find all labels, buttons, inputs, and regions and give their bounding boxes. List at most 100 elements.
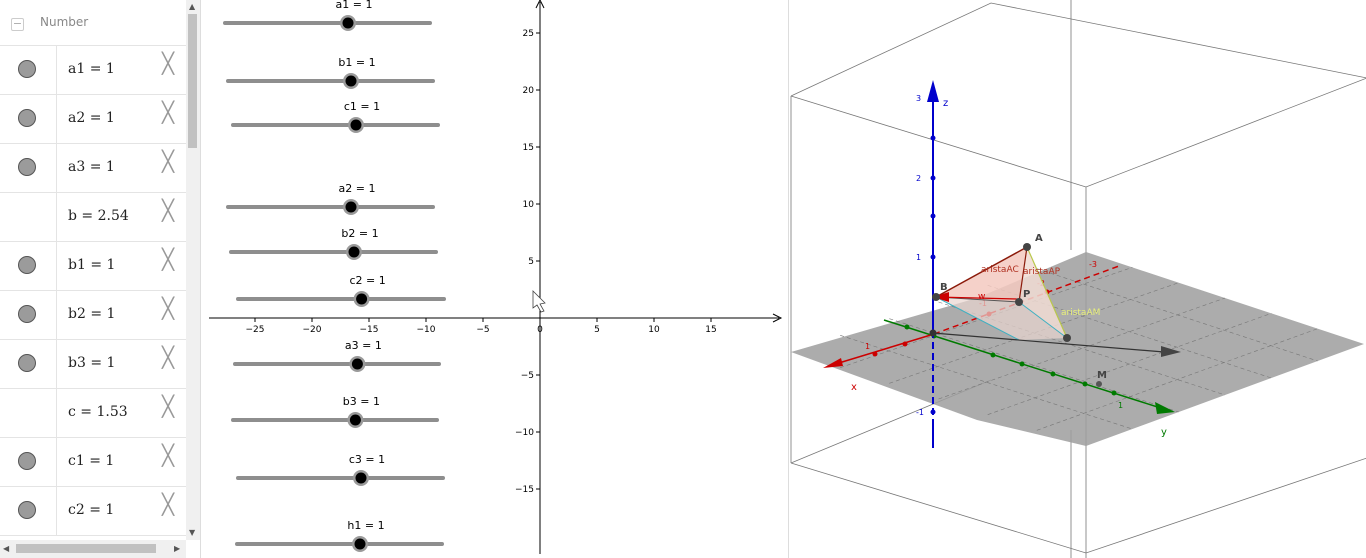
algebra-definition[interactable]: c1 = 1 <box>68 453 115 469</box>
visibility-toggle-icon[interactable] <box>18 501 36 519</box>
graphics-3d-canvas[interactable]: yx1-1-2-3z321-11wABPMaristaACaristaAPari… <box>789 0 1366 558</box>
slider-b2[interactable]: b2 = 1 <box>229 227 438 260</box>
algebra-row[interactable]: c = 1.53 ╳ <box>0 389 186 438</box>
delete-icon[interactable]: ╳ <box>162 51 175 75</box>
scrollbar-thumb[interactable] <box>188 14 197 148</box>
algebra-definition[interactable]: a1 = 1 <box>68 61 115 77</box>
scroll-left-icon[interactable]: ◀ <box>3 544 10 553</box>
algebra-row[interactable]: b1 = 1 ╳ <box>0 242 186 291</box>
slider-c2[interactable]: c2 = 1 <box>236 274 446 307</box>
delete-icon[interactable]: ╳ <box>162 296 175 320</box>
z-axis-tick <box>930 213 936 219</box>
algebra-row[interactable]: a2 = 1 ╳ <box>0 95 186 144</box>
delete-icon[interactable]: ╳ <box>162 345 175 369</box>
marble-cell <box>0 95 57 143</box>
visibility-toggle-icon[interactable] <box>18 452 36 470</box>
x-axis-label: x <box>851 382 857 393</box>
delete-icon[interactable]: ╳ <box>162 198 175 222</box>
algebra-group-header[interactable]: − Number <box>0 0 186 46</box>
algebra-row[interactable]: b2 = 1 ╳ <box>0 291 186 340</box>
slider-label: h1 = 1 <box>347 519 384 532</box>
algebra-horizontal-scrollbar[interactable]: ◀ ▶ <box>0 540 186 558</box>
algebra-definition[interactable]: b1 = 1 <box>68 257 116 273</box>
slider-a2[interactable]: a2 = 1 <box>226 182 435 215</box>
point-B[interactable] <box>932 293 940 301</box>
edge-ap <box>1018 246 1028 303</box>
scrollbar-thumb[interactable] <box>16 544 156 553</box>
slider-knob[interactable] <box>351 358 363 370</box>
slider-knob[interactable] <box>348 246 360 258</box>
face-base <box>936 297 1067 340</box>
slider-c1[interactable]: c1 = 1 <box>231 100 440 133</box>
algebra-row[interactable]: b3 = 1 ╳ <box>0 340 186 389</box>
slider-knob[interactable] <box>349 414 361 426</box>
point-P[interactable] <box>1015 298 1023 306</box>
y-axis-tick <box>1050 371 1056 377</box>
x-tick-label: −20 <box>303 325 322 335</box>
slider-knob[interactable] <box>356 293 368 305</box>
slider-knob[interactable] <box>345 201 357 213</box>
point-M[interactable] <box>1063 334 1071 342</box>
visibility-toggle-icon[interactable] <box>18 256 36 274</box>
slider-knob[interactable] <box>342 17 354 29</box>
slider-c3[interactable]: c3 = 1 <box>236 453 445 486</box>
visibility-toggle-icon[interactable] <box>18 158 36 176</box>
slider-h1[interactable]: h1 = 1 <box>235 519 444 552</box>
point-label: P <box>1023 289 1030 300</box>
algebra-row[interactable]: b = 2.54 ╳ <box>0 193 186 242</box>
point-A[interactable] <box>1023 243 1031 251</box>
algebra-definition[interactable]: a3 = 1 <box>68 159 115 175</box>
grid-line <box>1036 328 1318 431</box>
scroll-up-icon[interactable]: ▲ <box>189 2 196 11</box>
vector-w <box>935 296 1018 300</box>
algebra-definition[interactable]: b3 = 1 <box>68 355 116 371</box>
algebra-vertical-scrollbar[interactable]: ▲ ▼ <box>186 0 200 540</box>
algebra-row[interactable]: a1 = 1 ╳ <box>0 46 186 95</box>
graphics-3d-view[interactable]: yx1-1-2-3z321-11wABPMaristaACaristaAPari… <box>788 0 1366 558</box>
slider-knob[interactable] <box>354 538 366 550</box>
face-abp <box>936 247 1027 302</box>
visibility-toggle-icon[interactable] <box>18 354 36 372</box>
y-tick-label: −5 <box>521 371 534 381</box>
marble-cell <box>0 389 57 437</box>
visibility-toggle-icon[interactable] <box>18 60 36 78</box>
slider-knob[interactable] <box>350 119 362 131</box>
algebra-row[interactable]: c2 = 1 ╳ <box>0 487 186 536</box>
visibility-toggle-icon[interactable] <box>18 109 36 127</box>
scroll-right-icon[interactable]: ▶ <box>174 544 181 553</box>
scroll-down-icon[interactable]: ▼ <box>189 528 196 537</box>
slider-b3[interactable]: b3 = 1 <box>231 395 439 428</box>
delete-icon[interactable]: ╳ <box>162 149 175 173</box>
marble-cell <box>0 340 57 388</box>
slider-knob[interactable] <box>355 472 367 484</box>
slider-label: a1 = 1 <box>336 0 373 11</box>
delete-icon[interactable]: ╳ <box>162 394 175 418</box>
algebra-definition[interactable]: a2 = 1 <box>68 110 115 126</box>
slider-label: a2 = 1 <box>339 182 376 195</box>
delete-icon[interactable]: ╳ <box>162 247 175 271</box>
algebra-row[interactable]: a3 = 1 ╳ <box>0 144 186 193</box>
point-label: B <box>940 282 948 293</box>
slider-a3[interactable]: a3 = 1 <box>233 339 441 372</box>
algebra-definition[interactable]: c = 1.53 <box>68 404 128 420</box>
delete-icon[interactable]: ╳ <box>162 492 175 516</box>
delete-icon[interactable]: ╳ <box>162 443 175 467</box>
slider-a1[interactable]: a1 = 1 <box>223 0 432 31</box>
algebra-row[interactable]: c1 = 1 ╳ <box>0 438 186 487</box>
algebra-definition[interactable]: b = 2.54 <box>68 208 129 224</box>
x-tick-label: 1 <box>865 342 870 351</box>
slider-b1[interactable]: b1 = 1 <box>226 56 435 89</box>
x-tick-label: 5 <box>594 325 600 335</box>
algebra-definition[interactable]: c2 = 1 <box>68 502 115 518</box>
visibility-toggle-icon[interactable] <box>18 305 36 323</box>
graphics-canvas[interactable]: −25 −20 −15 −10 −5 0 5 10 15 25 20 15 10 5 −5 −10 −15 a1 … <box>201 0 783 558</box>
graphics-view[interactable]: −25 −20 −15 −10 −5 0 5 10 15 25 20 15 10 5 −5 −10 −15 a1 … <box>201 0 783 558</box>
y-tick-label: 10 <box>523 200 535 210</box>
delete-icon[interactable]: ╳ <box>162 100 175 124</box>
x-tick-label: 0 <box>537 325 543 335</box>
collapse-icon[interactable]: − <box>11 17 24 31</box>
z-tick-label: 1 <box>916 253 921 262</box>
slider-knob[interactable] <box>345 75 357 87</box>
algebra-definition[interactable]: b2 = 1 <box>68 306 116 322</box>
x-axis-tick <box>902 341 908 347</box>
